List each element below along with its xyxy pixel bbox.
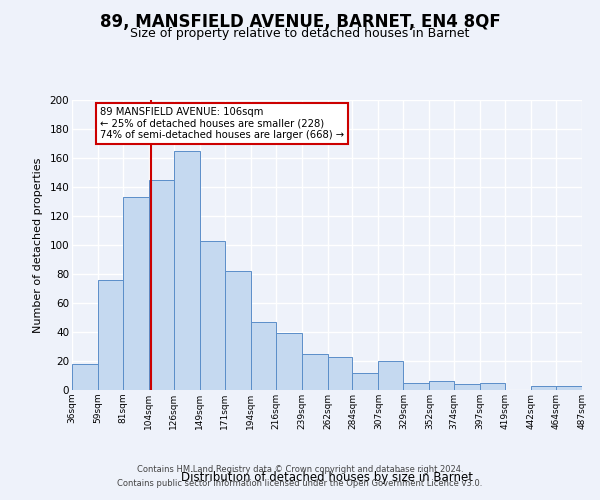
Bar bbox=[454, 384, 480, 390]
Bar bbox=[403, 383, 430, 390]
Bar bbox=[224, 271, 251, 390]
Bar bbox=[149, 180, 174, 390]
Y-axis label: Number of detached properties: Number of detached properties bbox=[32, 158, 43, 332]
Text: Contains HM Land Registry data © Crown copyright and database right 2024.
Contai: Contains HM Land Registry data © Crown c… bbox=[118, 466, 482, 487]
Bar bbox=[352, 372, 379, 390]
Bar bbox=[72, 364, 98, 390]
Bar bbox=[123, 197, 149, 390]
Text: 89, MANSFIELD AVENUE, BARNET, EN4 8QF: 89, MANSFIELD AVENUE, BARNET, EN4 8QF bbox=[100, 12, 500, 30]
Bar bbox=[556, 386, 582, 390]
Bar bbox=[480, 383, 505, 390]
Bar bbox=[430, 382, 454, 390]
Bar bbox=[302, 354, 328, 390]
Bar bbox=[98, 280, 123, 390]
Text: Size of property relative to detached houses in Barnet: Size of property relative to detached ho… bbox=[130, 28, 470, 40]
Bar bbox=[531, 386, 556, 390]
Bar bbox=[251, 322, 275, 390]
Bar bbox=[275, 334, 302, 390]
X-axis label: Distribution of detached houses by size in Barnet: Distribution of detached houses by size … bbox=[181, 471, 473, 484]
Text: 89 MANSFIELD AVENUE: 106sqm
← 25% of detached houses are smaller (228)
74% of se: 89 MANSFIELD AVENUE: 106sqm ← 25% of det… bbox=[100, 108, 344, 140]
Bar bbox=[379, 361, 403, 390]
Bar bbox=[174, 151, 200, 390]
Bar bbox=[328, 356, 352, 390]
Bar bbox=[200, 240, 224, 390]
